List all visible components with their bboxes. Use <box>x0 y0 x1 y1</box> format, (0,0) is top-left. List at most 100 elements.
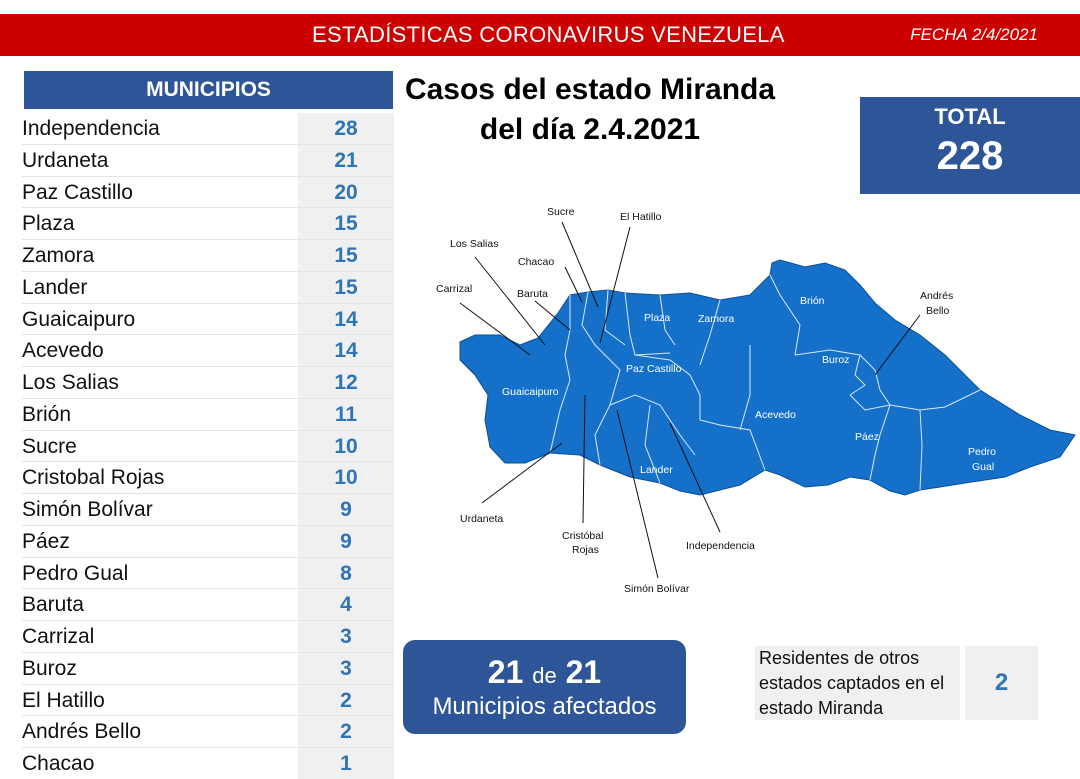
map-label-lander: Lander <box>640 464 673 476</box>
municipios-heading: MUNICIPIOS <box>24 71 393 109</box>
municipio-value: 14 <box>298 303 394 335</box>
municipio-value: 9 <box>298 494 394 525</box>
table-row: Zamora 15 <box>22 240 394 272</box>
table-row: Plaza 15 <box>22 208 394 240</box>
municipio-name: Páez <box>22 529 70 553</box>
municipio-value: 20 <box>298 176 394 208</box>
map-label-carrizal: Carrizal <box>436 283 472 295</box>
map-shape <box>459 259 1076 496</box>
municipio-name: El Hatillo <box>22 688 105 712</box>
municipio-value: 21 <box>298 144 394 176</box>
map-label-sucre: Sucre <box>547 206 575 218</box>
map-label-paz-castillo: Paz Castillo <box>626 363 682 375</box>
map-label-brion: Brión <box>800 295 825 307</box>
map-label-pedro-gual-2: Gual <box>972 461 994 473</box>
residents-label: Residentes de otros estados captados en … <box>755 646 960 720</box>
residents-line-2: estados captados en el <box>759 673 945 693</box>
municipios-table: Independencia 28 Urdaneta 21 Paz Castillo 20 P… <box>22 113 394 779</box>
municipio-name: Andrés Bello <box>22 720 142 744</box>
map-label-andres-bello-1: Andrés <box>920 290 953 302</box>
map-label-buroz: Buroz <box>822 354 849 366</box>
map-label-pedro-gual-1: Pedro <box>968 446 996 458</box>
miranda-map: Sucre El Hatillo Los Salias Chacao Carri… <box>436 206 1076 595</box>
municipio-name: Plaza <box>22 212 75 236</box>
map-label-guaicaipuro: Guaicaipuro <box>502 386 559 398</box>
municipio-name: Pedro Gual <box>22 561 129 585</box>
table-row: Andrés Bello 2 <box>22 716 394 748</box>
table-row: Guaicaipuro 14 <box>22 303 394 336</box>
municipio-value: 28 <box>298 113 394 144</box>
table-row: Independencia 28 <box>22 113 394 145</box>
municipio-value: 8 <box>298 557 394 589</box>
municipio-value: 10 <box>298 462 394 493</box>
municipio-value: 15 <box>298 271 394 303</box>
table-row: Páez 9 <box>22 525 394 558</box>
municipio-name: Sucre <box>22 434 77 458</box>
map-label-independencia: Independencia <box>686 540 755 552</box>
table-row: Lander 15 <box>22 271 394 304</box>
affected-box: 21 de 21 Municipios afectados <box>403 640 686 734</box>
map-label-paez: Páez <box>855 431 879 443</box>
municipio-name: Buroz <box>22 656 77 680</box>
title-line-1: Casos del estado Miranda <box>404 73 776 106</box>
residents-value: 2 <box>965 646 1038 720</box>
municipio-value: 15 <box>298 240 394 271</box>
affected-count-line: 21 de 21 <box>403 654 686 691</box>
municipio-value: 4 <box>298 589 394 620</box>
header-date: FECHA 2/4/2021 <box>910 25 1038 44</box>
municipio-name: Acevedo <box>22 339 104 363</box>
map-label-urdaneta: Urdaneta <box>460 513 503 525</box>
municipio-name: Lander <box>22 275 88 299</box>
affected-connector: de <box>532 663 557 688</box>
municipio-value: 15 <box>298 208 394 239</box>
map-label-zamora: Zamora <box>698 313 734 325</box>
table-row: Acevedo 14 <box>22 335 394 367</box>
map-label-acevedo: Acevedo <box>755 409 796 421</box>
municipio-name: Cristobal Rojas <box>22 466 165 490</box>
residents-line-1: Residentes de otros <box>759 648 920 668</box>
municipio-value: 3 <box>298 621 394 652</box>
municipio-name: Carrizal <box>22 625 95 648</box>
table-row: El Hatillo 2 <box>22 684 394 717</box>
municipio-value: 11 <box>298 398 394 430</box>
residents-line-3: estado Miranda <box>759 698 884 718</box>
municipio-value: 2 <box>298 684 394 716</box>
map-label-andres-bello-2: Bello <box>926 305 950 317</box>
municipio-value: 9 <box>298 525 394 557</box>
municipio-value: 10 <box>298 430 394 462</box>
table-row: Chacao 1 <box>22 748 394 779</box>
municipio-name: Los Salias <box>22 371 119 394</box>
map-territory <box>459 259 1076 496</box>
table-row: Cristobal Rojas 10 <box>22 462 394 494</box>
affected-label: Municipios afectados <box>432 693 657 720</box>
map-label-baruta: Baruta <box>517 288 548 300</box>
municipio-name: Zamora <box>22 244 95 267</box>
municipio-value: 14 <box>298 335 394 366</box>
map-label-los-salias: Los Salias <box>450 238 498 250</box>
table-row: Los Salias 12 <box>22 367 394 399</box>
municipio-name: Baruta <box>22 593 84 617</box>
table-row: Carrizal 3 <box>22 621 394 653</box>
table-row: Brión 11 <box>22 398 394 431</box>
total-label: TOTAL <box>934 104 1006 129</box>
map-label-cristobal-rojas-1: Cristóbal <box>562 530 603 542</box>
table-row: Pedro Gual 8 <box>22 557 394 590</box>
municipality-borders <box>549 274 981 491</box>
municipio-value: 1 <box>298 748 394 779</box>
map-label-cristobal-rojas-2: Rojas <box>572 544 599 556</box>
municipio-name: Paz Castillo <box>22 180 133 204</box>
total-value: 228 <box>936 134 1004 178</box>
municipio-name: Urdaneta <box>22 148 109 172</box>
municipio-value: 2 <box>298 716 394 747</box>
header-bar: ESTADÍSTICAS CORONAVIRUS VENEZUELA FECHA… <box>0 14 1080 56</box>
table-row: Urdaneta 21 <box>22 144 394 177</box>
table-row: Paz Castillo 20 <box>22 176 394 209</box>
map-label-el-hatillo: El Hatillo <box>620 211 662 223</box>
municipio-name: Independencia <box>22 117 160 140</box>
municipio-value: 3 <box>298 652 394 684</box>
total-box: TOTAL 228 <box>860 97 1080 194</box>
municipio-name: Brión <box>22 402 72 426</box>
table-row: Sucre 10 <box>22 430 394 463</box>
municipio-value: 12 <box>298 367 394 398</box>
header-title: ESTADÍSTICAS CORONAVIRUS VENEZUELA <box>312 22 785 47</box>
